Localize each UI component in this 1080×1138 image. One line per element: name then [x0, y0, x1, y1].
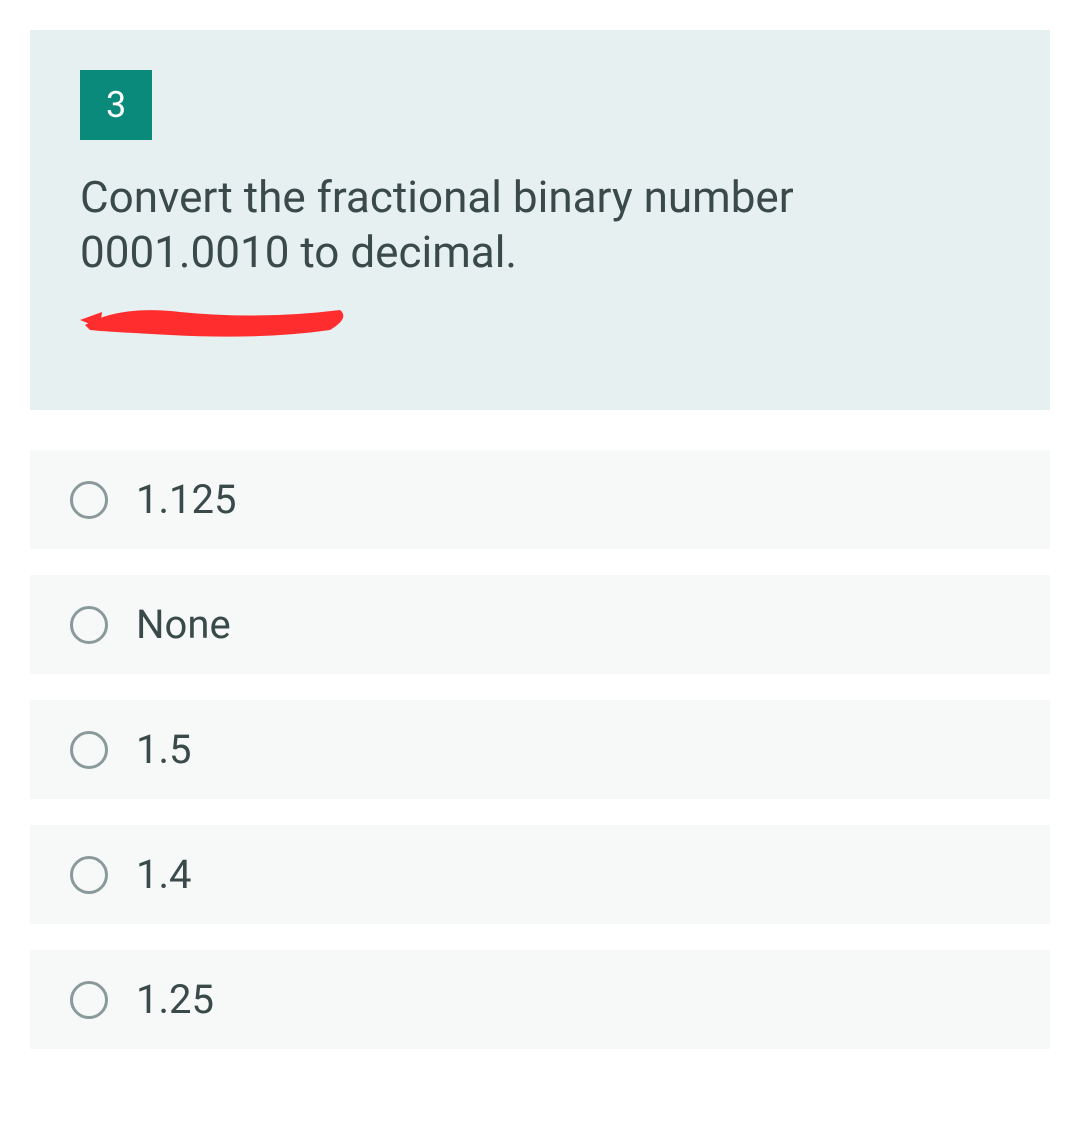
- option-2[interactable]: 1.5: [30, 700, 1050, 799]
- radio-icon: [70, 731, 108, 769]
- option-label: 1.125: [136, 476, 236, 523]
- options-list: 1.125 None 1.5 1.4 1.25: [30, 450, 1050, 1049]
- option-label: 1.25: [136, 976, 214, 1023]
- option-3[interactable]: 1.4: [30, 825, 1050, 924]
- radio-icon: [70, 481, 108, 519]
- radio-icon: [70, 856, 108, 894]
- radio-icon: [70, 981, 108, 1019]
- option-4[interactable]: 1.25: [30, 950, 1050, 1049]
- option-label: None: [136, 601, 231, 648]
- option-label: 1.4: [136, 851, 192, 898]
- radio-icon: [70, 606, 108, 644]
- option-0[interactable]: 1.125: [30, 450, 1050, 549]
- question-number: 3: [106, 84, 126, 126]
- question-text: Convert the fractional binary number 000…: [80, 170, 1000, 280]
- question-number-badge: 3: [80, 70, 152, 140]
- question-card: 3 Convert the fractional binary number 0…: [30, 30, 1050, 410]
- redaction-mark: [80, 290, 360, 350]
- option-1[interactable]: None: [30, 575, 1050, 674]
- option-label: 1.5: [136, 726, 192, 773]
